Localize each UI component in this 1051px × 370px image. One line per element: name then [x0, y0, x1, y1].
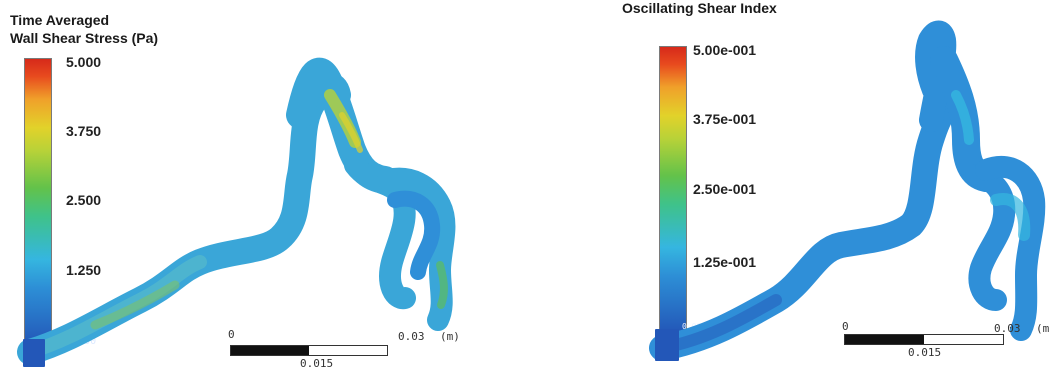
- wss-vessel-render: [17, 57, 456, 367]
- wss-colorbar: [24, 58, 52, 346]
- osi-tick-max: 5.00e-001: [693, 42, 757, 58]
- osi-tick-3: 3.75e-001: [693, 111, 757, 127]
- wss-tick-1: 1.250: [66, 262, 102, 278]
- osi-scale-end: 0.03: [994, 322, 1021, 335]
- osi-scale-unit: (m): [1036, 322, 1051, 335]
- osi-panel: Oscillating Shear Index 5.00e-001 3.75e-…: [526, 0, 1051, 369]
- wss-tick-max: 5.000: [66, 54, 102, 70]
- wss-panel: Time Averaged Wall Shear Stress (Pa) 5.0…: [0, 0, 525, 370]
- osi-vessel-render: [649, 20, 1046, 361]
- osi-colorbar: [659, 46, 687, 334]
- wss-title-line1: Time Averaged: [10, 12, 110, 28]
- wss-scale-start: 0: [228, 328, 235, 341]
- osi-scale-start: 0: [842, 320, 849, 333]
- wss-tick-3: 3.750: [66, 123, 102, 139]
- osi-tick-2: 2.50e-001: [693, 181, 757, 197]
- osi-title: Oscillating Shear Index: [622, 0, 777, 16]
- wss-scale-unit: (m): [440, 330, 460, 343]
- osi-scale-bar: [844, 334, 1004, 345]
- wss-scale-mid: 0.015: [300, 357, 334, 370]
- wss-tick-2: 2.500: [66, 192, 102, 208]
- wss-scale-bar: [230, 345, 388, 356]
- wss-title-line2: Wall Shear Stress (Pa): [10, 30, 159, 46]
- osi-scale-mid: 0.015: [908, 346, 942, 359]
- osi-tick-1: 1.25e-001: [693, 254, 757, 270]
- wss-scale-end: 0.03: [398, 330, 425, 343]
